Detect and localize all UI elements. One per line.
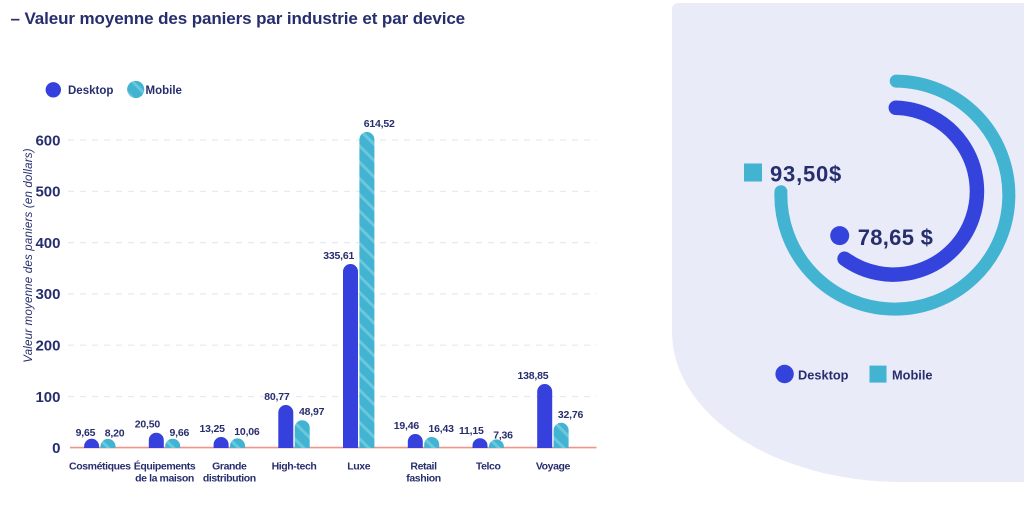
svg-text:200: 200 xyxy=(35,338,60,355)
svg-text:Cosmétiques: Cosmétiques xyxy=(69,461,131,473)
svg-text:Desktop: Desktop xyxy=(798,368,849,383)
svg-text:11,15: 11,15 xyxy=(459,425,484,437)
svg-text:Valeur moyenne des paniers (en: Valeur moyenne des paniers (en dollars) xyxy=(23,148,35,363)
svg-text:Grande: Grande xyxy=(212,461,247,473)
svg-text:Luxe: Luxe xyxy=(347,461,370,473)
svg-text:20,50: 20,50 xyxy=(135,419,161,431)
svg-text:Retail: Retail xyxy=(410,461,437,473)
svg-text:335,61: 335,61 xyxy=(323,250,354,262)
svg-text:48,97: 48,97 xyxy=(299,406,325,418)
svg-text:80,77: 80,77 xyxy=(264,391,290,403)
svg-text:0: 0 xyxy=(52,440,60,457)
svg-text:600: 600 xyxy=(35,132,60,149)
svg-text:13,25: 13,25 xyxy=(200,423,226,435)
svg-text:Telco: Telco xyxy=(476,461,501,473)
svg-text:fashion: fashion xyxy=(406,473,441,485)
svg-text:78,65 $: 78,65 $ xyxy=(858,225,934,250)
svg-text:9,66: 9,66 xyxy=(170,427,190,439)
svg-text:Équipements: Équipements xyxy=(134,460,196,473)
svg-text:High-tech: High-tech xyxy=(272,461,317,473)
svg-text:300: 300 xyxy=(35,286,60,303)
svg-text:Desktop: Desktop xyxy=(68,85,113,97)
svg-text:400: 400 xyxy=(35,235,60,252)
svg-text:100: 100 xyxy=(35,389,60,406)
svg-text:16,43: 16,43 xyxy=(429,423,455,435)
svg-text:distribution: distribution xyxy=(203,473,256,485)
svg-text:500: 500 xyxy=(35,184,60,201)
svg-text:Mobile: Mobile xyxy=(892,368,933,383)
svg-text:138,85: 138,85 xyxy=(517,370,548,382)
svg-text:614,52: 614,52 xyxy=(364,118,395,130)
svg-text:9,65: 9,65 xyxy=(76,427,96,439)
svg-text:10,06: 10,06 xyxy=(234,426,260,438)
svg-text:Voyage: Voyage xyxy=(536,461,571,473)
svg-text:7,36: 7,36 xyxy=(493,430,513,442)
svg-text:de la maison: de la maison xyxy=(135,473,194,485)
svg-text:19,46: 19,46 xyxy=(394,420,420,432)
svg-text:93,50$: 93,50$ xyxy=(770,161,842,186)
svg-text:Mobile: Mobile xyxy=(146,85,182,97)
svg-text:32,76: 32,76 xyxy=(558,409,584,421)
svg-text:8,20: 8,20 xyxy=(105,428,125,440)
